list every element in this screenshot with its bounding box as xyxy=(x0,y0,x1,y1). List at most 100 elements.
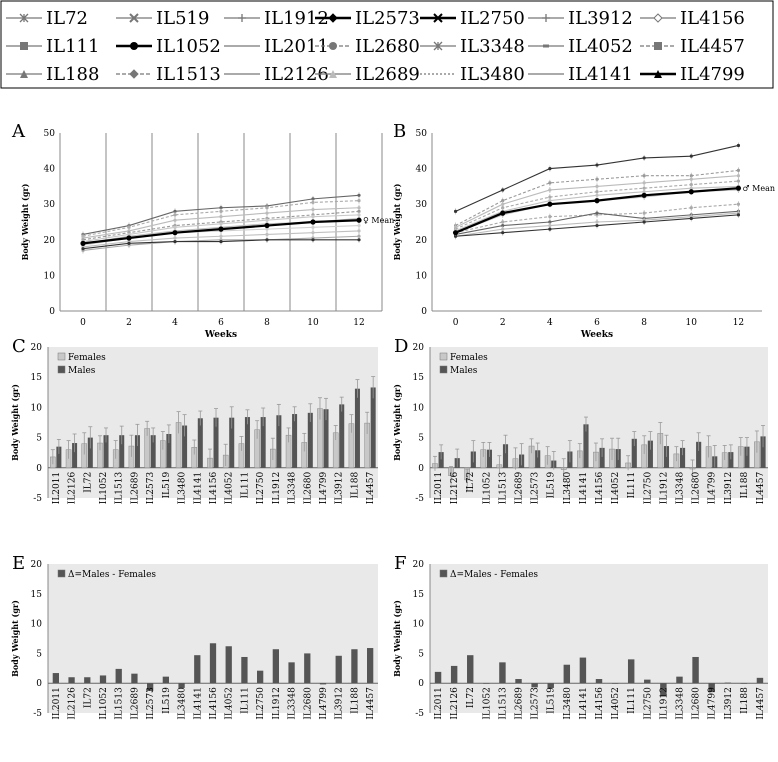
data-point xyxy=(311,225,315,229)
x-tick-label: IL3912 xyxy=(335,687,345,719)
bar-il72 xyxy=(87,437,93,468)
bar-il4457 xyxy=(367,648,374,684)
bar-il4141 xyxy=(197,418,203,468)
x-tick-label: 4 xyxy=(172,318,178,328)
data-point xyxy=(689,154,693,158)
x-tick-label: IL4156 xyxy=(595,687,605,720)
legend-label: IL2011 xyxy=(264,36,329,57)
x-tick-label: IL4457 xyxy=(366,687,376,720)
y-tick-label: 10 xyxy=(416,271,428,281)
bar-il1052 xyxy=(483,683,490,684)
data-point xyxy=(595,211,599,215)
svg-text:Females: Females xyxy=(68,353,106,363)
data-point xyxy=(357,209,361,213)
x-tick-label: IL111 xyxy=(240,687,250,714)
legend-label: IL1052 xyxy=(156,36,221,57)
x-tick-label: IL519 xyxy=(547,472,557,499)
x-tick-label: IL4052 xyxy=(611,687,621,719)
x-tick-label: IL1912 xyxy=(272,472,282,504)
data-point xyxy=(689,216,693,221)
bar-il2126 xyxy=(450,665,458,684)
data-point xyxy=(357,238,361,242)
y-tick-label: 10 xyxy=(413,403,425,413)
y-tick-label: 10 xyxy=(31,403,43,413)
x-tick-label: IL2680 xyxy=(303,472,313,505)
panel-e: E Body Weight (gr) -5 0 5 10 15 20 IL2011 IL2126 I… xyxy=(10,553,378,720)
x-tick-label: 6 xyxy=(218,318,224,328)
panel-legend-item: Females xyxy=(439,352,488,363)
data-point xyxy=(595,177,599,181)
data-point xyxy=(80,240,86,246)
bar-il111 xyxy=(627,659,635,684)
x-tick-label: IL72 xyxy=(83,472,93,493)
panel-c: C Body Weight (gr) -5 0 5 10 15 20 IL2011 IL2126 I… xyxy=(10,336,378,504)
x-tick-label: IL2011 xyxy=(434,687,444,719)
y-tick-label: 0 xyxy=(418,464,424,474)
bar-il72 xyxy=(467,655,474,684)
data-point xyxy=(736,179,741,183)
bar-il2126 xyxy=(68,677,75,684)
data-point xyxy=(311,215,315,219)
legend-label: IL2689 xyxy=(355,64,420,85)
bar-il3480 xyxy=(178,683,185,688)
panel-letter: A xyxy=(11,121,26,142)
panel-legend-item: Males xyxy=(439,365,478,376)
x-tick-label: IL1513 xyxy=(115,687,125,720)
bar-il519 xyxy=(162,676,169,684)
plot-area xyxy=(430,347,768,498)
bar-il3480 xyxy=(563,664,571,684)
y-tick-label: 10 xyxy=(31,620,43,630)
data-point xyxy=(127,225,131,229)
x-tick-label: 10 xyxy=(307,318,319,328)
data-point xyxy=(453,234,458,238)
data-point xyxy=(357,223,361,228)
data-point xyxy=(642,186,646,190)
data-point xyxy=(548,220,552,224)
bar-il2750 xyxy=(260,417,266,468)
data-point xyxy=(595,193,599,197)
y-axis-label: Body Weight (gr) xyxy=(10,384,20,461)
data-point xyxy=(311,231,315,235)
data-point xyxy=(357,206,361,210)
x-tick-label: IL4156 xyxy=(595,472,605,505)
legend-item-il2011: IL2011 xyxy=(224,36,329,57)
y-tick-label: 5 xyxy=(36,649,42,659)
x-tick-label: IL3348 xyxy=(288,472,298,505)
data-point xyxy=(265,218,269,222)
x-tick-label: IL2689 xyxy=(515,472,525,505)
data-point xyxy=(219,222,223,226)
y-tick-label: 20 xyxy=(44,236,56,246)
bar-il2680 xyxy=(696,441,702,468)
panel-legend-item: Males xyxy=(57,365,96,376)
legend-item-il2680: IL2680 xyxy=(315,36,420,57)
bar-il3348 xyxy=(292,414,298,468)
legend-label: IL2750 xyxy=(460,8,525,29)
bar-il4799 xyxy=(708,683,715,693)
data-point xyxy=(548,199,552,203)
x-tick-label: IL3348 xyxy=(288,687,298,720)
bar-il3912 xyxy=(728,452,734,468)
svg-text:Δ=Males - Females: Δ=Males - Females xyxy=(68,570,156,580)
y-tick-label: 40 xyxy=(416,165,428,175)
bar-il4457 xyxy=(756,677,764,684)
y-axis-label: Body Weight (gr) xyxy=(10,600,20,677)
x-tick-label: IL2750 xyxy=(643,687,653,720)
x-tick-label: IL3480 xyxy=(563,687,573,720)
legend-label: IL4799 xyxy=(680,64,745,85)
legend-item-il2573: IL2573 xyxy=(315,8,420,29)
bar-il188 xyxy=(740,683,748,684)
x-tick-label: IL2011 xyxy=(52,472,62,504)
x-tick-label: 0 xyxy=(453,318,459,328)
data-point xyxy=(642,211,646,215)
data-point xyxy=(736,174,741,178)
panel-f: F Body Weight (gr) -5 0 5 10 15 20 IL2011 IL2126 I… xyxy=(392,553,768,720)
y-tick-label: 20 xyxy=(416,236,428,246)
x-tick-label: IL2126 xyxy=(450,687,460,720)
x-tick-label: IL4141 xyxy=(193,472,203,504)
x-tick-label: IL4799 xyxy=(708,687,718,720)
y-tick-label: 5 xyxy=(418,649,424,659)
y-tick-label: 5 xyxy=(418,434,424,444)
y-tick-label: -5 xyxy=(415,709,424,719)
plot-area xyxy=(48,564,378,713)
bar-il4457 xyxy=(760,436,766,468)
